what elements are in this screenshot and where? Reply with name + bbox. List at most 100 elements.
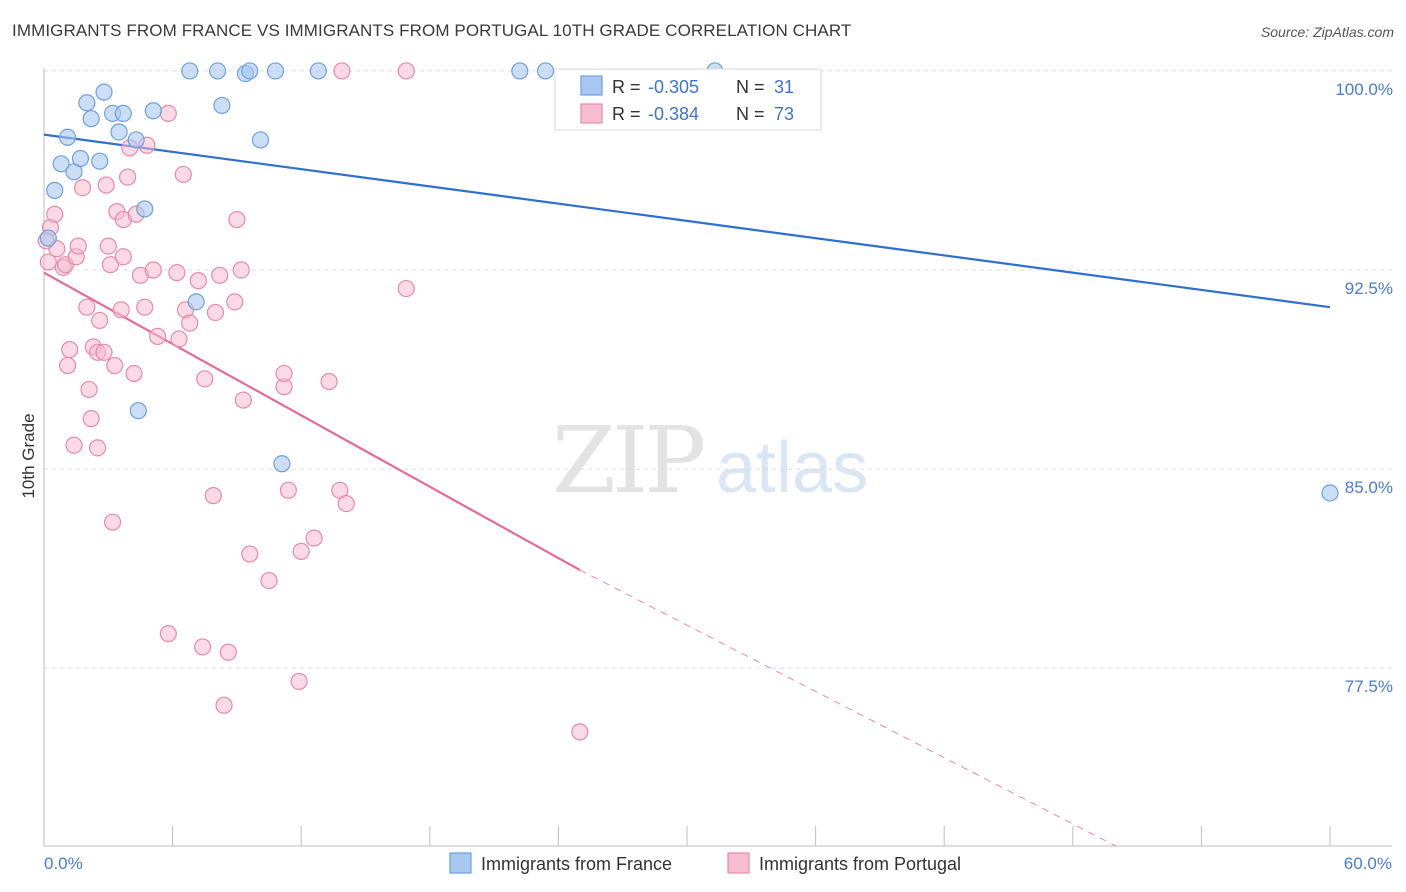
portugal-point-48 <box>204 487 222 505</box>
france-point-6 <box>78 94 96 112</box>
france-point-22 <box>309 62 327 80</box>
portugal-point-14 <box>82 410 100 428</box>
france-point-23 <box>511 62 529 80</box>
france-trend-line <box>43 133 1331 309</box>
portugal-point-18 <box>91 311 109 330</box>
portugal-point-68 <box>333 62 351 80</box>
portugal-point-7 <box>61 341 79 359</box>
portugal-point-13 <box>80 380 98 399</box>
portugal-point-44 <box>181 314 199 332</box>
portugal-point-58 <box>260 571 278 590</box>
france-point-2 <box>52 155 70 173</box>
portugal-point-46 <box>194 638 212 656</box>
portugal-point-61 <box>279 481 297 499</box>
portugal-point-20 <box>97 176 115 194</box>
stats-n-label-france: N = <box>736 77 770 97</box>
france-point-1 <box>46 181 64 199</box>
x-tick-label-1: 60.0% <box>1344 854 1392 873</box>
portugal-point-47 <box>196 370 214 388</box>
portugal-point-49 <box>206 303 225 322</box>
y-tick-label-3: 100.0% <box>1335 80 1393 99</box>
portugal-point-26 <box>112 301 130 319</box>
france-point-24 <box>536 62 555 80</box>
portugal-point-8 <box>65 436 83 454</box>
france-point-15 <box>144 102 162 120</box>
portugal-point-38 <box>159 104 177 122</box>
france-point-26 <box>251 131 270 149</box>
france-point-11 <box>110 123 128 141</box>
portugal-point-63 <box>292 542 310 560</box>
portugal-point-71 <box>571 723 589 741</box>
portugal-point-22 <box>101 256 120 274</box>
portugal-point-65 <box>320 372 338 391</box>
stats-r-value-portugal: -0.384 <box>648 104 699 124</box>
portugal-point-6 <box>58 356 77 375</box>
portugal-point-57 <box>241 545 259 563</box>
france-point-16 <box>181 62 199 80</box>
portugal-point-45 <box>189 272 207 290</box>
y-tick-label-0: 77.5% <box>1345 677 1393 696</box>
legend-swatch-portugal <box>727 852 750 874</box>
portugal-point-67 <box>337 494 355 513</box>
france-point-12 <box>114 104 132 122</box>
france-point-0 <box>39 229 57 247</box>
portugal-trend-line <box>43 271 581 571</box>
portugal-point-2 <box>46 205 64 223</box>
france-point-18 <box>213 96 231 115</box>
portugal-point-56 <box>234 391 252 409</box>
tick-labels: 77.5% 85.0% 92.5% 100.0% 0.0% 60.0% <box>44 80 1393 873</box>
stats-r-label-portugal: R = <box>612 104 646 124</box>
portugal-point-50 <box>211 266 229 284</box>
france-point-28 <box>129 402 147 420</box>
portugal-point-55 <box>232 261 250 279</box>
france-point-20 <box>241 62 259 80</box>
portugal-point-36 <box>144 261 162 279</box>
france-point-3 <box>58 128 77 146</box>
portugal-point-29 <box>118 168 137 186</box>
portugal-point-42 <box>174 165 192 184</box>
portugal-point-40 <box>168 264 186 282</box>
portugal-point-31 <box>125 364 143 383</box>
portugal-point-52 <box>219 643 237 661</box>
portugal-point-69 <box>397 62 415 80</box>
portugal-points <box>37 62 589 741</box>
portugal-point-51 <box>215 696 233 714</box>
portugal-point-54 <box>228 210 246 229</box>
portugal-point-60 <box>275 364 293 383</box>
y-tick-label-1: 85.0% <box>1345 478 1393 497</box>
stats-swatch-france <box>580 75 603 96</box>
france-point-9 <box>95 83 113 101</box>
stats-n-value-france: 31 <box>774 77 794 97</box>
france-point-17 <box>209 62 227 80</box>
portugal-point-11 <box>73 179 92 197</box>
portugal-point-34 <box>136 298 154 316</box>
y-axis-title: 10th Grade <box>19 413 38 498</box>
portugal-point-23 <box>103 513 122 531</box>
portugal-point-19 <box>95 343 113 361</box>
trend-lines <box>43 133 1331 847</box>
watermark: ZIP atlas <box>552 407 868 514</box>
watermark-zip: ZIP <box>552 407 703 514</box>
portugal-point-41 <box>170 330 188 348</box>
portugal-point-39 <box>159 625 177 643</box>
portugal-point-0 <box>39 253 57 271</box>
france-point-5 <box>71 149 90 168</box>
stats-r-value-france: -0.305 <box>648 77 699 97</box>
france-point-30 <box>1321 484 1339 502</box>
portugal-point-62 <box>290 672 308 691</box>
portugal-point-27 <box>114 248 132 266</box>
x-tick-label-0: 0.0% <box>44 854 83 873</box>
y-tick-label-2: 92.5% <box>1345 279 1393 298</box>
france-points <box>39 62 1339 502</box>
france-point-8 <box>91 152 109 170</box>
portugal-point-64 <box>305 529 323 547</box>
portugal-point-21 <box>99 237 117 255</box>
portugal-point-53 <box>226 293 244 311</box>
france-point-27 <box>187 293 205 311</box>
watermark-atlas: atlas <box>716 428 868 508</box>
stats-n-label-portugal: N = <box>736 104 770 124</box>
portugal-trend-extension <box>579 569 1116 847</box>
series-legend: Immigrants from France Immigrants from P… <box>449 852 961 874</box>
portugal-point-37 <box>148 327 167 345</box>
